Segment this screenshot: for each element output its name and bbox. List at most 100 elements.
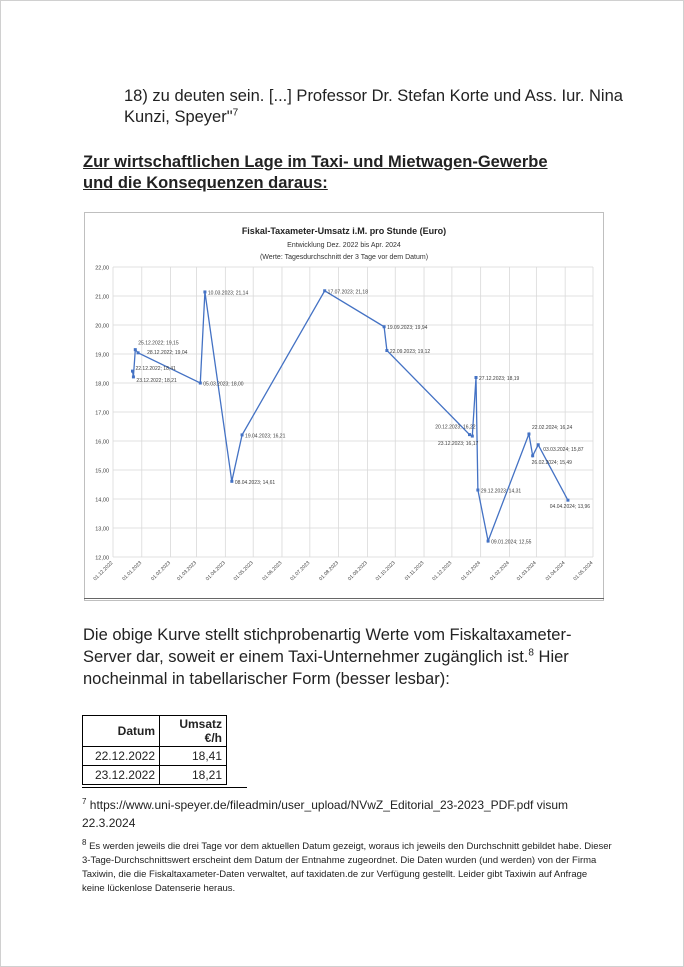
data-label: 09.01.2024; 12,55 bbox=[491, 540, 532, 546]
data-point bbox=[566, 498, 570, 502]
data-label: 22.12.2022; 18,41 bbox=[135, 366, 176, 372]
body-paragraph: Die obige Kurve stellt stichprobenartig … bbox=[83, 624, 603, 690]
x-tick-label: 01.08.2023 bbox=[318, 560, 340, 582]
footnote-separator bbox=[82, 787, 247, 788]
table-cell-date: 23.12.2022 bbox=[82, 765, 160, 785]
footnote-8-text: Es werden jeweils die drei Tage vor dem … bbox=[82, 841, 612, 894]
footnote-ref-7[interactable]: 7 bbox=[232, 107, 239, 119]
x-tick-label: 01.02.2023 bbox=[150, 560, 172, 582]
body-text-after: Hier nocheinmal in tabellarischer Form (… bbox=[83, 648, 569, 688]
data-point bbox=[468, 433, 472, 437]
data-point bbox=[536, 443, 540, 447]
table-row: 23.12.2022 18,21 bbox=[82, 765, 227, 785]
revenue-line-chart: Fiskal-Taxameter-Umsatz i.M. pro Stunde … bbox=[92, 226, 594, 582]
x-tick-label: 01.04.2024 bbox=[545, 560, 567, 582]
data-label: 08.04.2023; 14,61 bbox=[235, 480, 276, 486]
data-label: 29.12.2023; 14,31 bbox=[481, 489, 522, 495]
quote-paragraph: 18) zu deuten sein. [...] Professor Dr. … bbox=[124, 86, 624, 128]
x-tick-label: 01.05.2023 bbox=[233, 560, 255, 582]
data-label: 17.07.2023; 21,18 bbox=[328, 289, 369, 295]
table-cell-revenue: 18,21 bbox=[159, 765, 227, 785]
x-tick-label: 01.12.2022 bbox=[92, 560, 114, 582]
data-point bbox=[133, 348, 137, 352]
data-label: 22.02.2024; 16,24 bbox=[532, 425, 573, 431]
x-tick-label: 01.07.2023 bbox=[289, 560, 311, 582]
data-label: 22.09.2023; 19,12 bbox=[390, 349, 431, 355]
data-label: 27.12.2023; 18,19 bbox=[479, 376, 520, 382]
x-tick-label: 01.11.2023 bbox=[404, 560, 426, 582]
data-point bbox=[531, 454, 535, 458]
x-tick-label: 01.06.2023 bbox=[261, 560, 283, 582]
data-point bbox=[527, 432, 531, 436]
data-point bbox=[470, 434, 474, 438]
footnote-7-text[interactable]: https://www.uni-speyer.de/fileadmin/user… bbox=[82, 798, 569, 830]
table-cell-revenue: 18,41 bbox=[159, 746, 227, 766]
table-header-row: Datum Umsatz €/h bbox=[82, 715, 227, 747]
x-tick-label: 01.09.2023 bbox=[347, 560, 369, 582]
chart-title: Fiskal-Taxameter-Umsatz i.M. pro Stunde … bbox=[242, 226, 446, 236]
y-tick-label: 20,00 bbox=[95, 324, 109, 330]
x-tick-label: 01.05.2024 bbox=[572, 560, 594, 582]
data-point bbox=[323, 289, 327, 293]
chart-subtitle-2: (Werte: Tagesdurchschnitt der 3 Tage vor… bbox=[260, 254, 428, 261]
data-point bbox=[476, 488, 480, 492]
y-tick-label: 17,00 bbox=[95, 411, 109, 417]
x-tick-label: 01.02.2024 bbox=[489, 560, 511, 582]
x-tick-label: 01.01.2024 bbox=[460, 560, 482, 582]
data-label: 19.04.2023; 16,21 bbox=[245, 433, 286, 439]
x-tick-label: 01.12.2023 bbox=[431, 560, 453, 582]
data-label: 10.03.2023; 21,14 bbox=[208, 290, 249, 296]
column-header-revenue: Umsatz €/h bbox=[159, 715, 227, 747]
footnote-ref-8[interactable]: 8 bbox=[528, 647, 534, 659]
section-heading: Zur wirtschaftlichen Lage im Taxi- und M… bbox=[83, 152, 548, 194]
data-point bbox=[230, 479, 234, 483]
x-tick-label: 01.03.2024 bbox=[516, 560, 538, 582]
y-tick-label: 22,00 bbox=[95, 266, 109, 272]
chart-container: Fiskal-Taxameter-Umsatz i.M. pro Stunde … bbox=[84, 212, 604, 601]
data-point bbox=[198, 381, 202, 385]
footnote-7: 7 https://www.uni-speyer.de/fileadmin/us… bbox=[82, 796, 612, 832]
data-point bbox=[474, 375, 478, 379]
y-tick-label: 15,00 bbox=[95, 469, 109, 475]
quote-text: 18) zu deuten sein. [...] Professor Dr. … bbox=[124, 87, 623, 126]
data-label: 03.03.2024; 15,87 bbox=[543, 447, 584, 453]
series-line bbox=[131, 289, 569, 544]
y-tick-label: 12,00 bbox=[95, 556, 109, 562]
y-tick-label: 19,00 bbox=[95, 353, 109, 359]
footnote-8-number: 8 bbox=[82, 837, 87, 847]
footnote-8: 8 Es werden jeweils die drei Tage vor de… bbox=[82, 837, 612, 896]
chart-bottom-rule bbox=[84, 598, 604, 599]
x-tick-label: 01.10.2023 bbox=[375, 560, 397, 582]
data-table: Datum Umsatz €/h 22.12.2022 18,41 23.12.… bbox=[82, 715, 227, 785]
data-point bbox=[385, 349, 389, 353]
data-point bbox=[486, 539, 490, 543]
data-label: 19.09.2023; 19,94 bbox=[387, 325, 428, 331]
heading-line-1: Zur wirtschaftlichen Lage im Taxi- und M… bbox=[83, 153, 548, 171]
footnote-7-number: 7 bbox=[82, 797, 87, 806]
data-label: 04.04.2024; 13,96 bbox=[550, 504, 591, 510]
data-point bbox=[131, 375, 135, 379]
y-tick-label: 21,00 bbox=[95, 295, 109, 301]
table-cell-date: 22.12.2022 bbox=[82, 746, 160, 766]
column-header-date: Datum bbox=[82, 715, 160, 747]
y-tick-label: 16,00 bbox=[95, 440, 109, 446]
table-row: 22.12.2022 18,41 bbox=[82, 746, 227, 766]
x-tick-label: 01.04.2023 bbox=[205, 560, 227, 582]
data-point bbox=[203, 290, 207, 294]
data-point bbox=[240, 433, 244, 437]
y-tick-label: 18,00 bbox=[95, 382, 109, 388]
chart-subtitle: Entwicklung Dez. 2022 bis Apr. 2024 bbox=[287, 242, 401, 249]
data-label: 25.12.2022; 19,15 bbox=[138, 341, 179, 347]
data-label: 26.02.2024; 15,49 bbox=[532, 460, 573, 466]
y-tick-label: 13,00 bbox=[95, 527, 109, 533]
x-tick-label: 01.01.2023 bbox=[121, 560, 143, 582]
data-label: 20.12.2023; 16,22 bbox=[435, 425, 476, 431]
data-label: 28.12.2022; 19,04 bbox=[147, 350, 188, 356]
heading-line-2: und die Konsequenzen daraus: bbox=[83, 174, 328, 192]
x-tick-label: 01.03.2023 bbox=[176, 560, 198, 582]
body-text: Die obige Kurve stellt stichprobenartig … bbox=[83, 626, 572, 666]
data-label: 23.12.2022; 18,21 bbox=[136, 378, 177, 384]
data-label: 05.03.2023; 18,00 bbox=[203, 382, 244, 388]
data-point bbox=[136, 351, 140, 355]
data-label: 23.12.2023; 16,17 bbox=[438, 441, 479, 447]
